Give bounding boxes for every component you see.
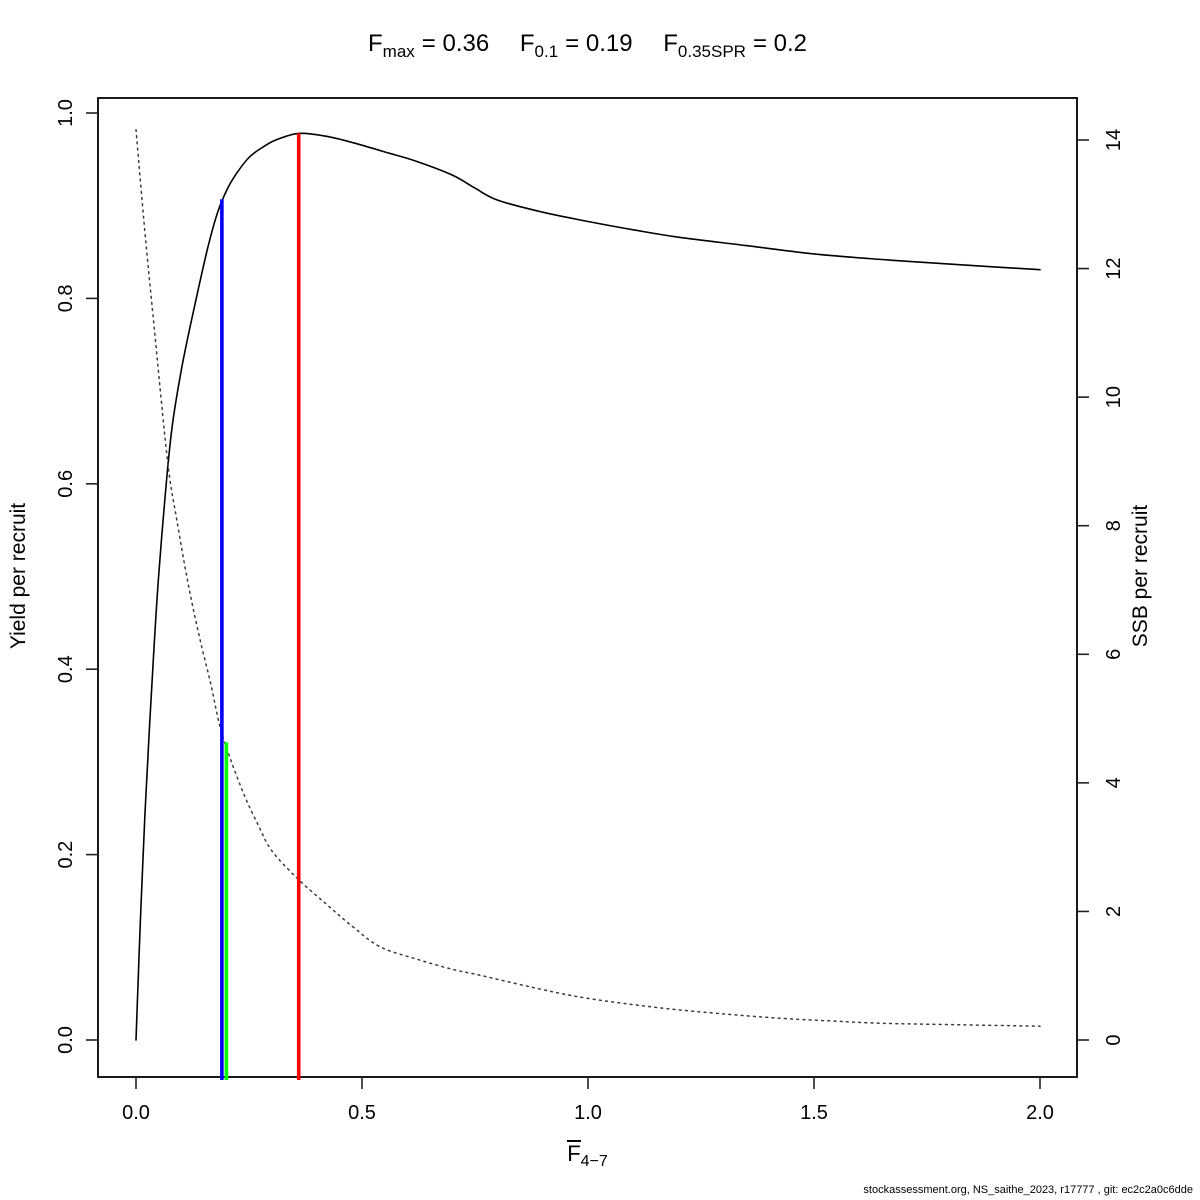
y-left-tick-label: 0.6 [55, 470, 77, 498]
title-f35spr: F0.35SPR = 0.2 [663, 30, 808, 61]
x-tick-label: 0.5 [348, 1102, 376, 1124]
y-right-tick-label: 14 [1103, 129, 1125, 151]
y-left-tick-label: 1.0 [55, 99, 77, 127]
yield-per-recruit-curve [135, 132, 1041, 1041]
y-left-tick-label: 0.2 [55, 841, 77, 869]
fbar-symbol: F [567, 1140, 581, 1166]
y-right-tick-label: 2 [1103, 906, 1125, 917]
title-fmax: Fmax = 0.36 [367, 30, 490, 61]
plot-title: Fmax = 0.36 F0.1 = 0.19 F0.35SPR = 0.2 [98, 30, 1077, 62]
footer-credit: stockassessment.org, NS_saithe_2023, r17… [863, 1184, 1193, 1196]
x-tick-label: 0.0 [122, 1102, 150, 1124]
y-right-tick-label: 6 [1103, 649, 1125, 660]
plot-box [97, 97, 1078, 1078]
y-left-tick-label: 0.0 [55, 1026, 77, 1054]
x-axis-label: F4−7 [98, 1140, 1077, 1171]
y-right-tick-label: 4 [1103, 777, 1125, 788]
y-right-tick-label: 0 [1103, 1034, 1125, 1045]
y-right-tick-label: 10 [1103, 386, 1125, 408]
ssb-per-recruit-curve [135, 128, 1041, 1027]
x-tick-label: 1.5 [800, 1102, 828, 1124]
y-axis-label-right: SSB per recruit [1129, 504, 1152, 648]
x-tick-label: 2.0 [1026, 1102, 1054, 1124]
x-tick-label: 1.0 [574, 1102, 602, 1124]
y-axis-label-left: Yield per recruit [7, 502, 30, 650]
title-f01: F0.1 = 0.19 [519, 30, 633, 61]
y-right-tick-label: 12 [1103, 257, 1125, 279]
y-left-tick-label: 0.8 [55, 284, 77, 312]
y-left-tick-label: 0.4 [55, 655, 77, 683]
y-right-tick-label: 8 [1103, 520, 1125, 531]
fbar-subscript: 4−7 [580, 1153, 608, 1170]
